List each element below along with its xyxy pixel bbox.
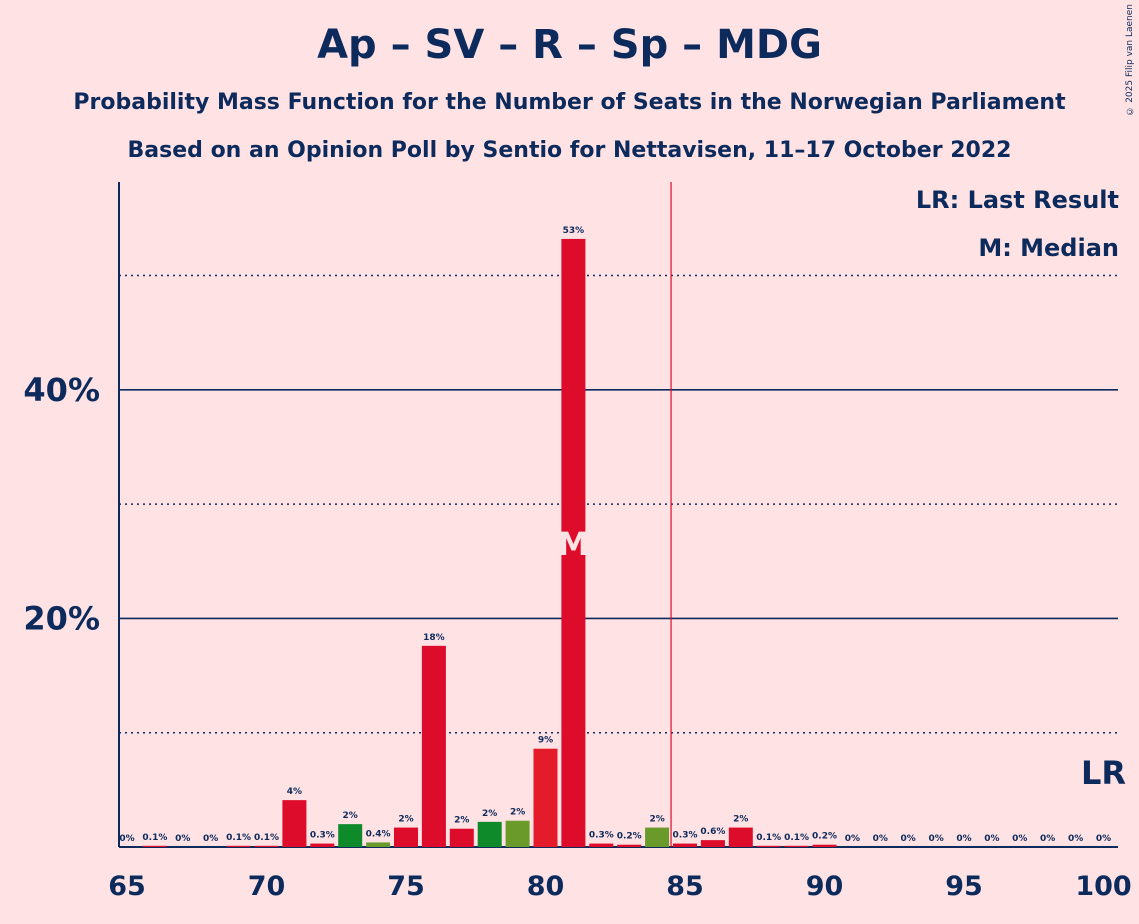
bar-seat-77 [449,828,474,847]
bar-seat-90 [812,844,837,847]
bar-seat-87 [728,827,753,847]
data-label: 0.2% [617,832,642,842]
data-label: 2% [733,815,748,825]
median-marker: M [557,525,589,563]
data-label: 0.6% [700,827,725,837]
bar-seat-88 [756,845,781,847]
last-result-marker: LR [1081,754,1126,792]
data-label: 18% [423,633,445,643]
data-label: 2% [343,811,358,821]
chart-subtitle-1: Probability Mass Function for the Number… [73,90,1066,115]
bar-seat-80 [533,748,558,847]
data-label: 2% [454,816,469,826]
bar-seat-81 [561,238,586,847]
x-tick-label: 100 [1075,871,1131,902]
data-label: 0% [873,834,888,844]
data-label: 0.1% [226,833,251,843]
bar-seat-72 [310,843,335,847]
data-label: 0% [956,834,971,844]
chart-subtitle-2: Based on an Opinion Poll by Sentio for N… [127,138,1012,163]
data-label: 0% [1040,834,1055,844]
x-tick-label: 75 [387,871,425,902]
chart-title: Ap – SV – R – Sp – MDG [317,22,822,68]
y-tick-label: 20% [23,599,100,637]
legend-last-result: LR: Last Result [915,186,1119,214]
data-label: 0% [984,834,999,844]
data-label: 0.3% [589,831,614,841]
x-tick-label: 70 [248,871,286,902]
bar-seat-78 [477,821,502,847]
data-label: 2% [398,815,413,825]
x-tick-label: 90 [806,871,844,902]
bar-seat-79 [505,820,530,847]
data-label: 53% [563,226,585,236]
data-label: 0.1% [254,833,279,843]
x-tick-label: 65 [108,871,146,902]
bar-seat-76 [421,645,446,847]
data-label: 0% [119,834,134,844]
bar-seat-66 [142,845,167,847]
bar-seat-86 [700,840,725,847]
bar-seat-71 [282,800,307,847]
data-label: 4% [287,787,302,797]
bar-seat-74 [366,842,391,847]
data-label: 0% [203,834,218,844]
data-label: 0.3% [673,831,698,841]
y-tick-label: 40% [23,371,100,409]
data-label: 2% [482,809,497,819]
bar-seat-83 [617,844,642,847]
bar-seat-82 [589,843,614,847]
x-tick-label: 95 [945,871,983,902]
data-label: 0% [1068,834,1083,844]
data-label: 2% [649,815,664,825]
data-label: 0% [1096,834,1111,844]
data-label: 9% [538,736,553,746]
data-label: 0% [928,834,943,844]
data-label: 0.4% [366,829,391,839]
data-label: 0% [901,834,916,844]
data-label: 0.1% [142,833,167,843]
data-label: 0.1% [756,833,781,843]
bar-seat-85 [673,843,697,847]
bar-seat-75 [394,827,418,847]
data-label: 2% [510,808,525,818]
data-label: 0% [845,834,860,844]
bar-seat-89 [784,845,809,847]
bar-seat-70 [254,845,279,847]
x-tick-label: 85 [666,871,704,902]
data-label: 0% [175,834,190,844]
bar-seat-84 [645,827,670,847]
bar-seat-69 [226,845,251,847]
legend-median: M: Median [978,234,1119,262]
data-label: 0.3% [310,831,335,841]
data-label: 0% [1012,834,1027,844]
bar-seat-73 [338,824,363,847]
x-tick-label: 80 [527,871,565,902]
data-label: 0.1% [784,833,809,843]
data-label: 0.2% [812,832,837,842]
